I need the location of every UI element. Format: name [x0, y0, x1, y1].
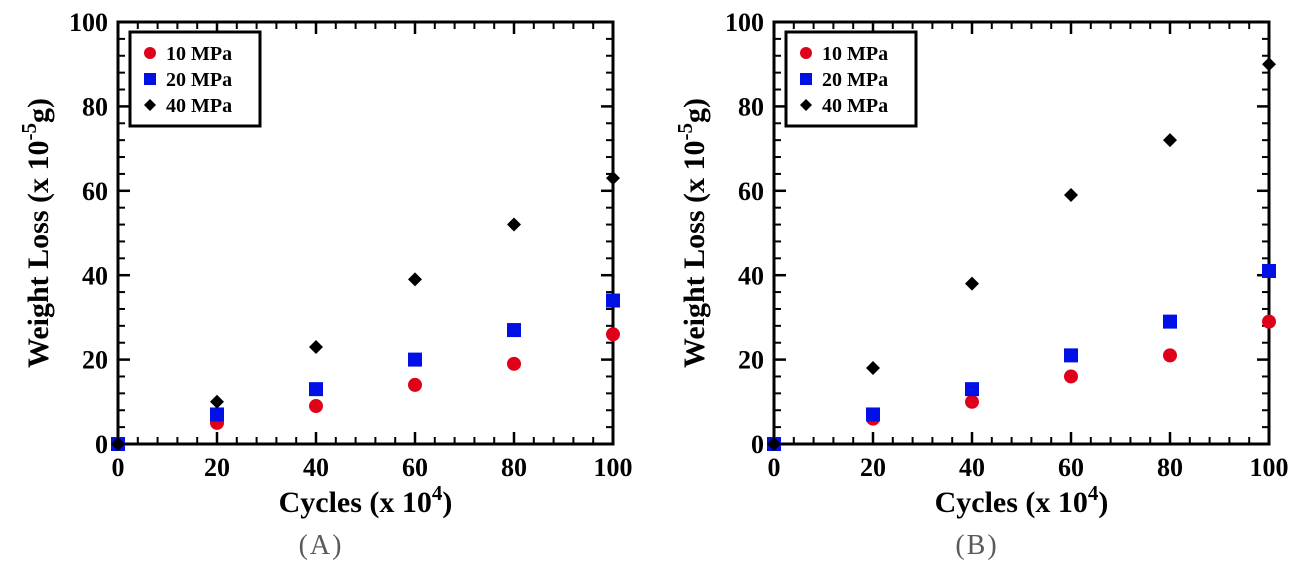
x-tick-label: 100	[594, 453, 633, 482]
legend-label-s20: 20 MPa	[166, 69, 232, 91]
y-tick-label: 0	[95, 430, 108, 459]
marker-s40	[309, 340, 323, 354]
marker-s20	[1262, 264, 1276, 278]
marker-s20	[866, 407, 880, 421]
marker-s10	[309, 399, 323, 413]
x-tick-label: 0	[768, 453, 781, 482]
x-axis-title: Cycles (x 104)	[935, 481, 1109, 519]
legend-label-s10: 10 MPa	[822, 43, 888, 65]
y-tick-label: 0	[751, 430, 764, 459]
panel-A-caption: (A)	[299, 530, 344, 562]
panel-A-svg: 0 20 40 60 80 100 0 20 40 60 80 100 Cycles (x 104) We…	[3, 4, 639, 524]
legend-marker-s10	[800, 47, 812, 59]
marker-s20	[1163, 315, 1177, 329]
legend-marker-s20	[800, 73, 812, 85]
marker-s20	[606, 294, 620, 308]
marker-s10	[408, 378, 422, 392]
legend-label-s20: 20 MPa	[822, 69, 888, 91]
y-axis-title: Weight Loss (x 10-5g)	[673, 98, 711, 368]
x-axis-title: Cycles (x 104)	[279, 481, 453, 519]
y-tick-label: 100	[69, 8, 108, 37]
panel-B-caption: (B)	[955, 530, 998, 562]
marker-s10	[1064, 369, 1078, 383]
legend-marker-s10	[144, 47, 156, 59]
y-tick-label: 80	[738, 93, 764, 122]
panel-B-svg: 0 20 40 60 80 100 0 20 40 60 80 100 Cycles (x 104) We…	[659, 4, 1295, 524]
marker-s10	[507, 357, 521, 371]
marker-s20	[309, 382, 323, 396]
y-tick-label: 100	[725, 8, 764, 37]
y-tick-label: 60	[738, 177, 764, 206]
panel-A-wrap: 0 20 40 60 80 100 0 20 40 60 80 100 Cycles (x 104) We…	[3, 4, 639, 562]
x-tick-label: 0	[112, 453, 125, 482]
marker-s20	[210, 407, 224, 421]
marker-s40	[507, 218, 521, 232]
x-tick-label: 80	[501, 453, 527, 482]
y-tick-label: 20	[82, 346, 108, 375]
x-tick-label: 40	[303, 453, 329, 482]
marker-s10	[606, 327, 620, 341]
figure-row: 0 20 40 60 80 100 0 20 40 60 80 100 Cycles (x 104) We…	[0, 0, 1298, 574]
y-tick-label: 60	[82, 177, 108, 206]
marker-s40	[1064, 188, 1078, 202]
marker-s20	[408, 353, 422, 367]
y-tick-label: 40	[738, 261, 764, 290]
legend-label-s40: 40 MPa	[822, 95, 888, 117]
x-tick-label: 100	[1250, 453, 1289, 482]
legend-label-s40: 40 MPa	[166, 95, 232, 117]
marker-s20	[507, 323, 521, 337]
marker-s20	[965, 382, 979, 396]
marker-s40	[866, 361, 880, 375]
marker-s40	[965, 277, 979, 291]
marker-s10	[1163, 348, 1177, 362]
marker-s20	[1064, 348, 1078, 362]
y-axis-title: Weight Loss (x 10-5g)	[17, 98, 55, 368]
y-tick-label: 40	[82, 261, 108, 290]
x-tick-label: 40	[959, 453, 985, 482]
marker-s40	[1262, 57, 1276, 71]
marker-s10	[1262, 315, 1276, 329]
x-tick-label: 20	[204, 453, 230, 482]
marker-s40	[210, 395, 224, 409]
legend-marker-s20	[144, 73, 156, 85]
y-tick-label: 80	[82, 93, 108, 122]
marker-s40	[408, 272, 422, 286]
legend-label-s10: 10 MPa	[166, 43, 232, 65]
x-tick-label: 80	[1157, 453, 1183, 482]
marker-s10	[965, 395, 979, 409]
y-tick-label: 20	[738, 346, 764, 375]
marker-s40	[1163, 133, 1177, 147]
x-tick-label: 20	[860, 453, 886, 482]
panel-B-wrap: 0 20 40 60 80 100 0 20 40 60 80 100 Cycles (x 104) We…	[659, 4, 1295, 562]
x-tick-label: 60	[402, 453, 428, 482]
x-tick-label: 60	[1058, 453, 1084, 482]
